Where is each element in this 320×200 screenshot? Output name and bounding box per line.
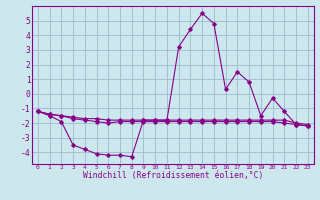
X-axis label: Windchill (Refroidissement éolien,°C): Windchill (Refroidissement éolien,°C) bbox=[83, 171, 263, 180]
